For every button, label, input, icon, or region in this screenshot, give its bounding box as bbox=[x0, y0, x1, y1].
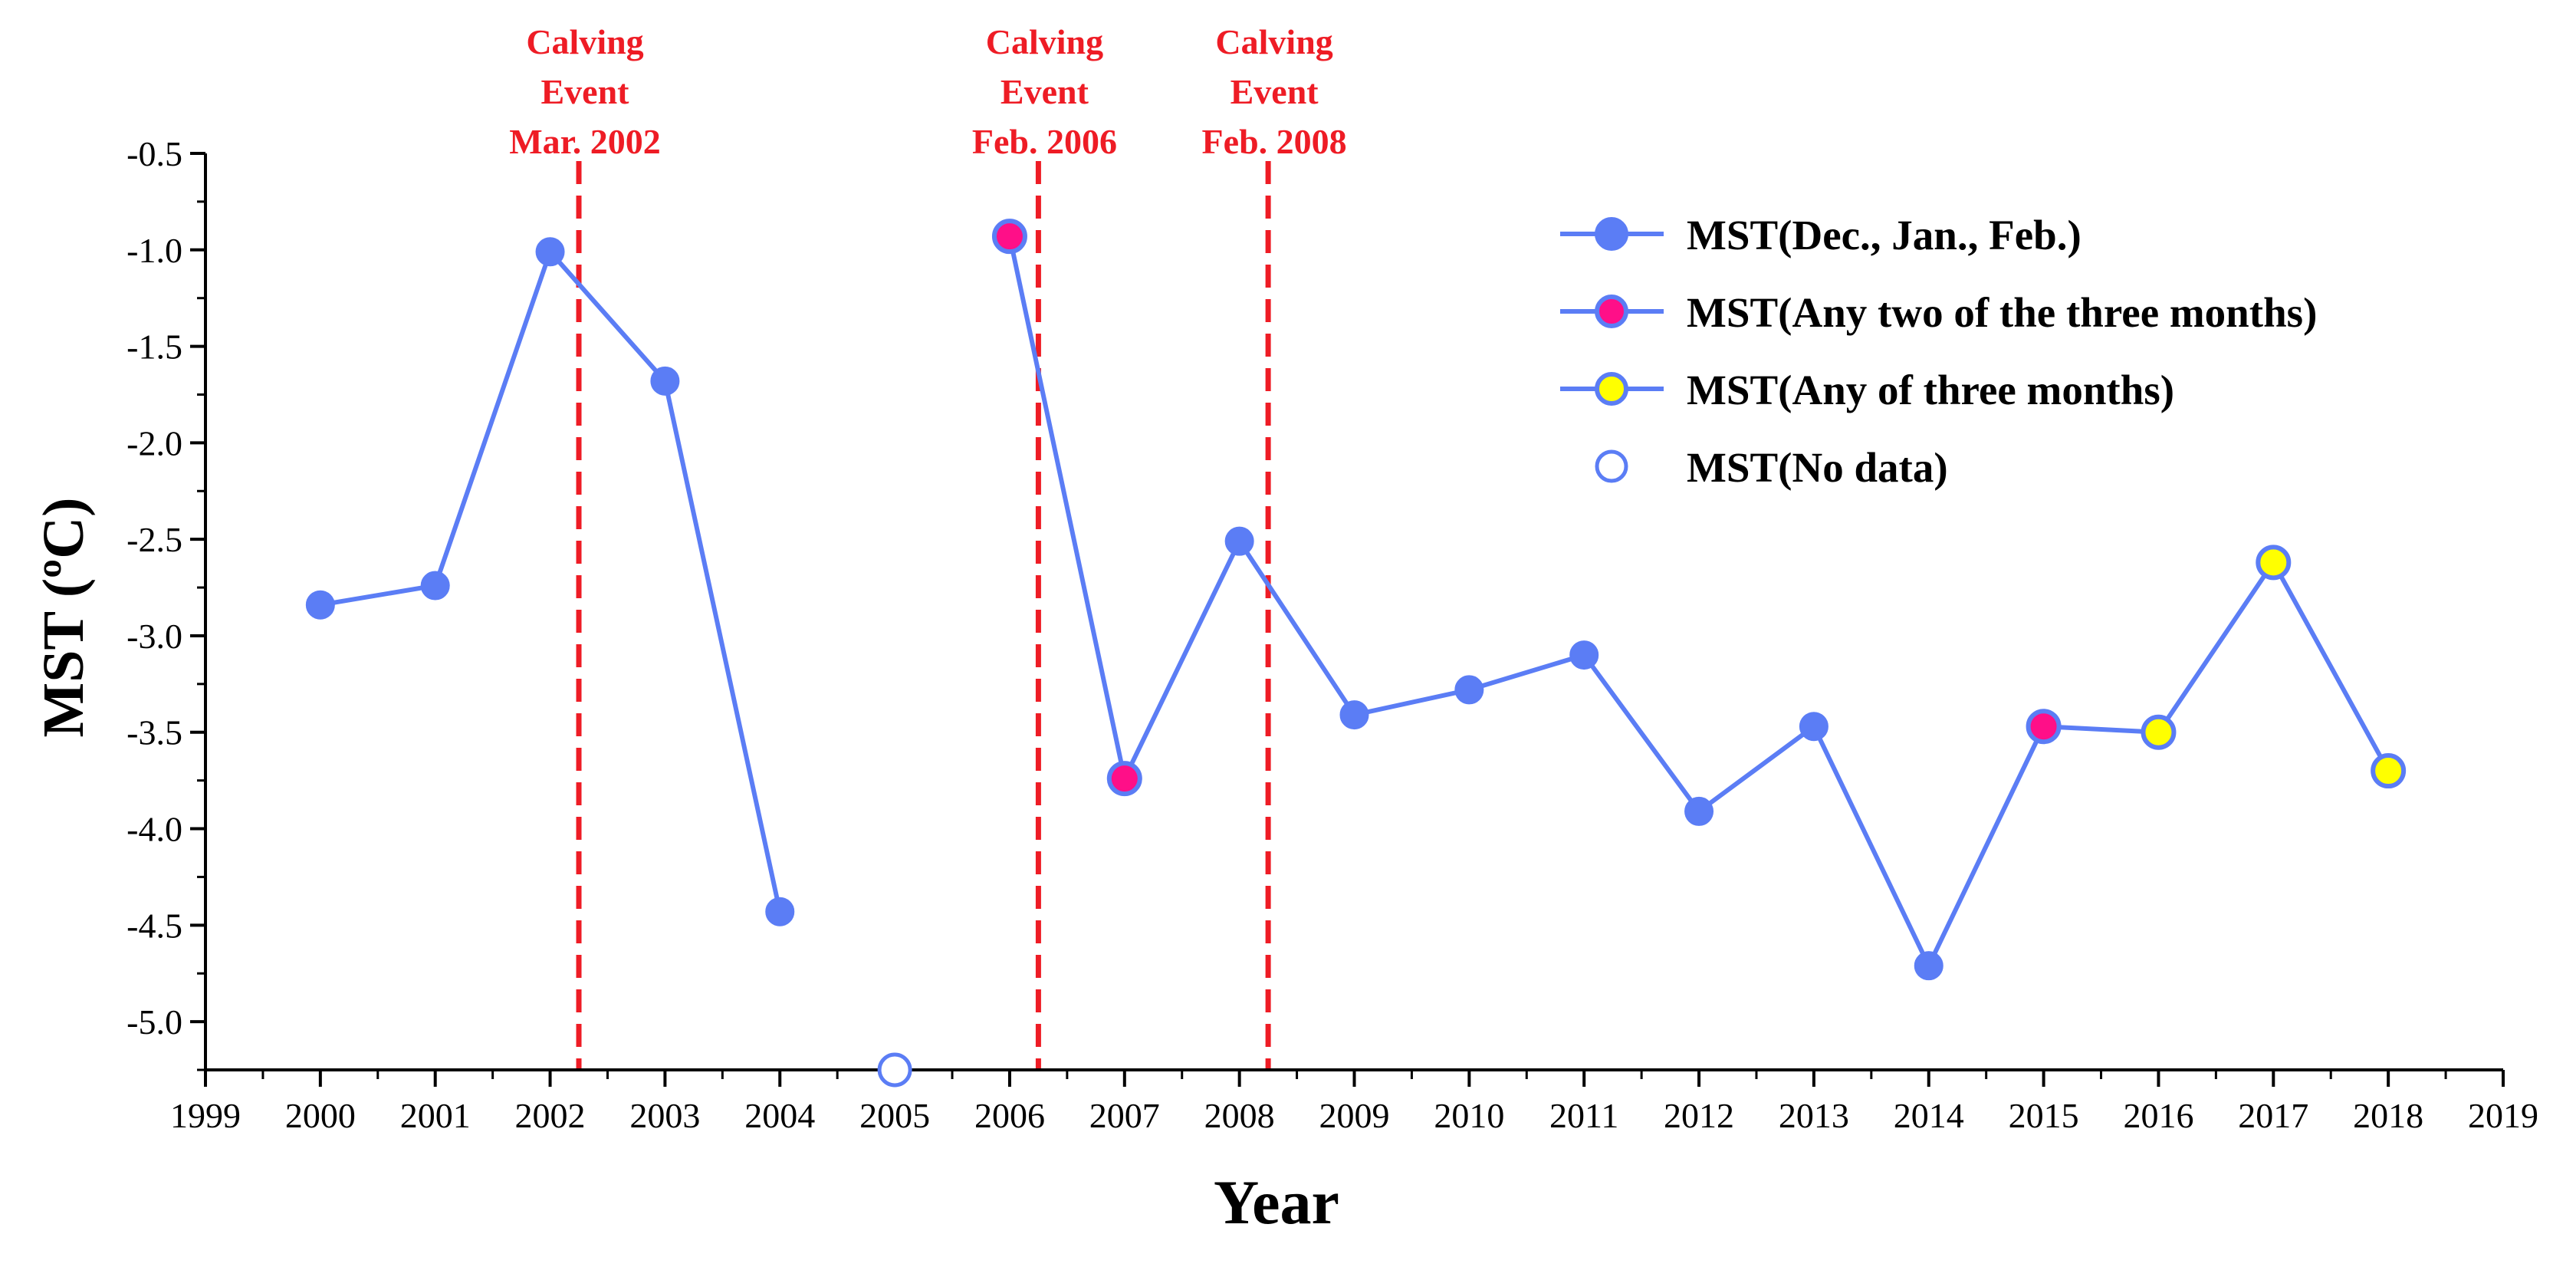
legend-marker bbox=[1595, 449, 1628, 483]
x-tick-label: 2001 bbox=[400, 1096, 471, 1135]
axes-layer: -0.5 -1.0 -1.5 -2.0 -2.5 -3.0 -3.5 -4.0 -4.5 -5.0… bbox=[127, 134, 2538, 1135]
data-point-2006 bbox=[991, 219, 1027, 255]
calving-event-label: Event bbox=[541, 72, 630, 111]
legend-label: MST(No data) bbox=[1687, 444, 1948, 491]
data-point-2002 bbox=[535, 237, 565, 267]
data-point-2011 bbox=[1569, 640, 1599, 670]
data-point-2018 bbox=[2371, 753, 2407, 789]
y-tick-label: -5.0 bbox=[127, 1002, 182, 1042]
x-tick-label: 2008 bbox=[1204, 1096, 1275, 1135]
x-tick-label: 2000 bbox=[285, 1096, 356, 1135]
y-tick-label: -4.0 bbox=[127, 810, 182, 849]
data-point-2008 bbox=[1224, 526, 1254, 556]
y-tick-label: -3.5 bbox=[127, 713, 182, 752]
data-point-2012 bbox=[1684, 796, 1714, 826]
calving-event-label: Feb. 2006 bbox=[972, 122, 1117, 161]
x-tick-label: 2006 bbox=[974, 1096, 1045, 1135]
data-point-2000 bbox=[305, 590, 335, 620]
x-tick-label: 2016 bbox=[2123, 1096, 2193, 1135]
data-point-2009 bbox=[1339, 700, 1369, 730]
data-point-2003 bbox=[650, 366, 680, 396]
calving-event-label: Calving bbox=[986, 22, 1103, 61]
legend-item: MST(Any of three months) bbox=[1560, 367, 2174, 413]
calving-event-label: Event bbox=[1230, 72, 1319, 111]
data-point-2007 bbox=[1106, 761, 1142, 797]
legend-label: MST(Dec., Jan., Feb.) bbox=[1687, 212, 2082, 258]
x-tick-label: 2002 bbox=[515, 1096, 586, 1135]
data-point-no-data-2005 bbox=[877, 1052, 912, 1088]
data-point-2013 bbox=[1799, 712, 1829, 742]
y-tick-label: -4.5 bbox=[127, 906, 182, 945]
data-point-2017 bbox=[2256, 545, 2292, 581]
calving-event-label: Calving bbox=[1215, 22, 1332, 61]
x-tick-label: 1999 bbox=[170, 1096, 241, 1135]
x-tick-label: 2019 bbox=[2468, 1096, 2538, 1135]
x-tick-label: 2003 bbox=[629, 1096, 700, 1135]
legend-item: MST(Any two of the three months) bbox=[1560, 289, 2317, 336]
y-tick-label: -0.5 bbox=[127, 134, 182, 173]
calving-event-label: Calving bbox=[526, 22, 643, 61]
x-tick-label: 2005 bbox=[859, 1096, 930, 1135]
annotation-layer: Calving Event Mar. 2002 Calving Event Feb. 20… bbox=[509, 22, 1347, 1070]
x-tick-label: 2013 bbox=[1779, 1096, 1849, 1135]
legend-marker bbox=[1595, 295, 1628, 328]
legend-item: MST(No data) bbox=[1595, 444, 1948, 491]
series-line bbox=[320, 249, 783, 913]
x-tick-label: 2009 bbox=[1319, 1096, 1390, 1135]
x-tick-label: 2015 bbox=[2009, 1096, 2079, 1135]
series-lines-layer bbox=[320, 235, 2390, 969]
series-markers-layer bbox=[305, 219, 2407, 1088]
y-tick-label: -2.5 bbox=[127, 520, 182, 559]
calving-event-label: Event bbox=[1001, 72, 1089, 111]
legend: MST(Dec., Jan., Feb.) MST(Any two of the … bbox=[1560, 212, 2317, 491]
series-line bbox=[1007, 235, 2390, 969]
data-point-2014 bbox=[1914, 951, 1944, 981]
legend-label: MST(Any two of the three months) bbox=[1687, 289, 2317, 336]
legend-item: MST(Dec., Jan., Feb.) bbox=[1560, 212, 2082, 258]
x-tick-label: 2012 bbox=[1664, 1096, 1734, 1135]
data-point-2001 bbox=[420, 571, 450, 601]
legend-marker bbox=[1595, 372, 1628, 406]
x-tick-label: 2014 bbox=[1894, 1096, 1964, 1135]
y-axis-title: MST (ºC) bbox=[31, 498, 96, 738]
legend-marker bbox=[1595, 217, 1628, 251]
y-tick-label: -1.5 bbox=[127, 327, 182, 367]
x-tick-label: 2007 bbox=[1089, 1096, 1160, 1135]
y-tick-label: -1.0 bbox=[127, 231, 182, 270]
y-tick-label: -2.0 bbox=[127, 423, 182, 462]
data-point-2015 bbox=[2026, 709, 2062, 745]
calving-event-label: Feb. 2008 bbox=[1202, 122, 1347, 161]
x-tick-label: 2011 bbox=[1549, 1096, 1618, 1135]
data-point-2016 bbox=[2141, 714, 2177, 750]
x-tick-label: 2010 bbox=[1434, 1096, 1504, 1135]
x-tick-label: 2017 bbox=[2238, 1096, 2308, 1135]
legend-label: MST(Any of three months) bbox=[1687, 367, 2174, 413]
x-tick-label: 2004 bbox=[744, 1096, 815, 1135]
x-tick-label: 2018 bbox=[2353, 1096, 2423, 1135]
data-point-2010 bbox=[1454, 675, 1484, 705]
y-tick-label: -3.0 bbox=[127, 617, 182, 656]
x-axis-title: Year bbox=[1214, 1167, 1339, 1237]
calving-event-label: Mar. 2002 bbox=[509, 122, 661, 161]
data-point-2004 bbox=[765, 897, 795, 926]
